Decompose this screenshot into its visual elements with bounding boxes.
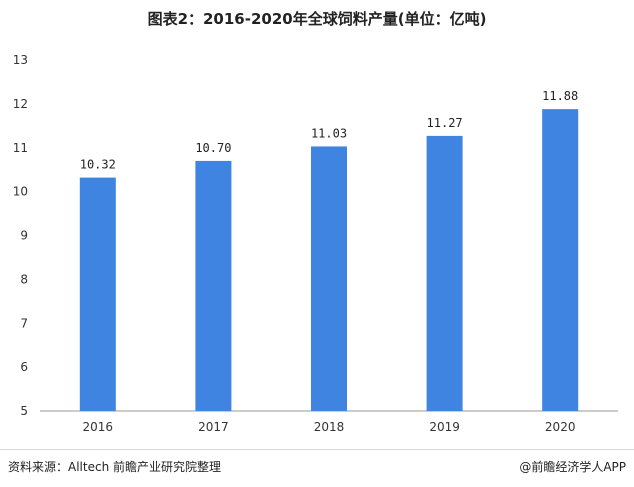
data-label-2017: 10.70 [195, 141, 231, 155]
y-tick-label: 8 [20, 272, 28, 286]
source-note: 资料来源：Alltech 前瞻产业研究院整理 [8, 460, 221, 474]
y-tick-label: 9 [20, 229, 28, 243]
y-tick-label: 12 [13, 97, 28, 111]
x-tick-label-2020: 2020 [545, 420, 576, 434]
y-tick-label: 10 [13, 185, 28, 199]
bar-2019 [426, 135, 463, 411]
footer-divider [0, 449, 634, 450]
bar-2017 [195, 160, 232, 411]
y-tick-label: 7 [20, 316, 28, 330]
credit-note: @前瞻经济学人APP [519, 460, 626, 474]
data-label-2016: 10.32 [80, 158, 116, 172]
y-tick-label: 6 [20, 360, 28, 374]
data-label-2020: 11.88 [542, 89, 578, 103]
data-label-2018: 11.03 [311, 126, 347, 140]
y-tick-label: 11 [13, 141, 28, 155]
data-labels: 10.32 10.70 11.03 11.27 11.88 [80, 89, 579, 171]
y-tick-label: 13 [13, 53, 28, 67]
x-tick-label-2018: 2018 [314, 420, 345, 434]
x-axis-ticks: 2016 2017 2018 2019 2020 [83, 420, 576, 434]
x-tick-label-2019: 2019 [429, 420, 460, 434]
y-axis-ticks: 5 6 7 8 9 10 11 12 13 [13, 53, 28, 418]
bars [79, 109, 579, 411]
bar-2018 [311, 146, 347, 411]
data-label-2019: 11.27 [427, 116, 463, 130]
bar-2020 [542, 109, 579, 411]
x-tick-label-2017: 2017 [198, 420, 229, 434]
x-tick-label-2016: 2016 [83, 420, 114, 434]
chart-title: 图表2：2016-2020年全球饲料产量(单位：亿吨) [147, 10, 487, 28]
y-tick-label: 5 [20, 404, 28, 418]
bar-2016 [79, 177, 116, 411]
